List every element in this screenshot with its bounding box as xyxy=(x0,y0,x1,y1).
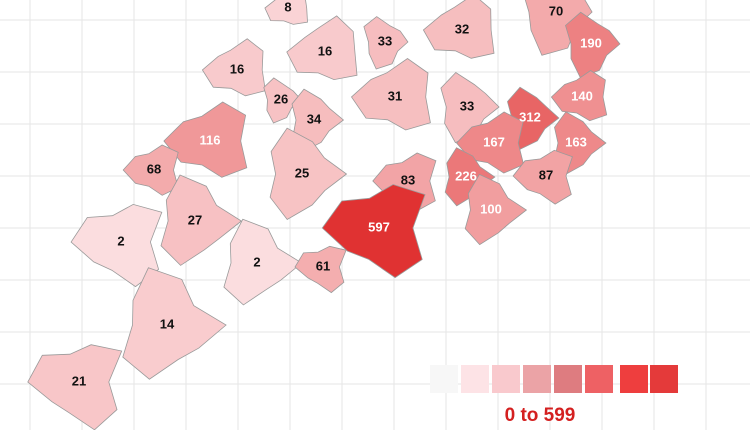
district xyxy=(286,15,358,81)
district-value: 21 xyxy=(72,373,86,388)
district-value: 26 xyxy=(274,91,288,106)
legend-swatch xyxy=(554,365,582,393)
district-value: 312 xyxy=(519,109,541,124)
legend-swatch xyxy=(461,365,489,393)
district xyxy=(27,344,123,430)
legend-swatch xyxy=(430,365,458,393)
legend-swatch xyxy=(585,365,613,393)
legend-swatch xyxy=(492,365,520,393)
district xyxy=(294,245,347,294)
district-value: 167 xyxy=(483,134,505,149)
legend-swatch xyxy=(620,365,648,393)
district xyxy=(160,174,243,266)
district xyxy=(122,267,227,380)
district xyxy=(223,218,303,306)
district xyxy=(422,0,495,59)
legend-swatch xyxy=(523,365,551,393)
district-value: 31 xyxy=(388,88,402,103)
legend: 0 to 599 xyxy=(430,365,678,426)
district-value: 32 xyxy=(455,21,469,36)
legend-label: 0 to 599 xyxy=(505,405,576,426)
district-value: 2 xyxy=(253,254,260,269)
district-value: 33 xyxy=(460,98,474,113)
district xyxy=(263,77,302,124)
district xyxy=(264,0,308,25)
district-value: 163 xyxy=(565,134,587,149)
district-value: 190 xyxy=(580,35,602,50)
regions xyxy=(27,0,621,430)
district xyxy=(163,101,248,178)
district xyxy=(291,88,345,152)
district-value: 100 xyxy=(480,201,502,216)
district-value: 68 xyxy=(147,161,161,176)
district-value: 8 xyxy=(284,0,291,14)
district-value: 597 xyxy=(368,219,390,234)
district xyxy=(201,38,266,97)
district xyxy=(321,184,426,279)
district-value: 34 xyxy=(307,111,322,126)
region-labels: 8 70 16 33 32 190 16 26 31 33 140 312 116 34 167 163 68 2… xyxy=(72,0,602,388)
district-value: 70 xyxy=(549,3,563,18)
district-value: 16 xyxy=(318,43,332,58)
district-value: 226 xyxy=(455,168,477,183)
district xyxy=(565,11,621,78)
district-value: 27 xyxy=(188,212,202,227)
legend-swatch xyxy=(650,365,678,393)
district xyxy=(269,127,348,221)
district xyxy=(464,173,528,246)
district xyxy=(363,16,409,70)
district-value: 14 xyxy=(160,316,175,331)
district xyxy=(350,58,431,131)
district-value: 116 xyxy=(200,132,221,147)
district-value: 83 xyxy=(401,172,415,187)
district-value: 61 xyxy=(316,258,330,273)
district-value: 16 xyxy=(230,61,244,76)
district-value: 25 xyxy=(295,165,309,180)
district xyxy=(122,144,179,196)
district-value: 87 xyxy=(539,167,553,182)
district xyxy=(550,70,608,122)
district-value: 140 xyxy=(571,88,593,103)
district xyxy=(512,149,573,205)
district-value: 33 xyxy=(378,33,392,48)
district-value: 2 xyxy=(117,233,124,248)
